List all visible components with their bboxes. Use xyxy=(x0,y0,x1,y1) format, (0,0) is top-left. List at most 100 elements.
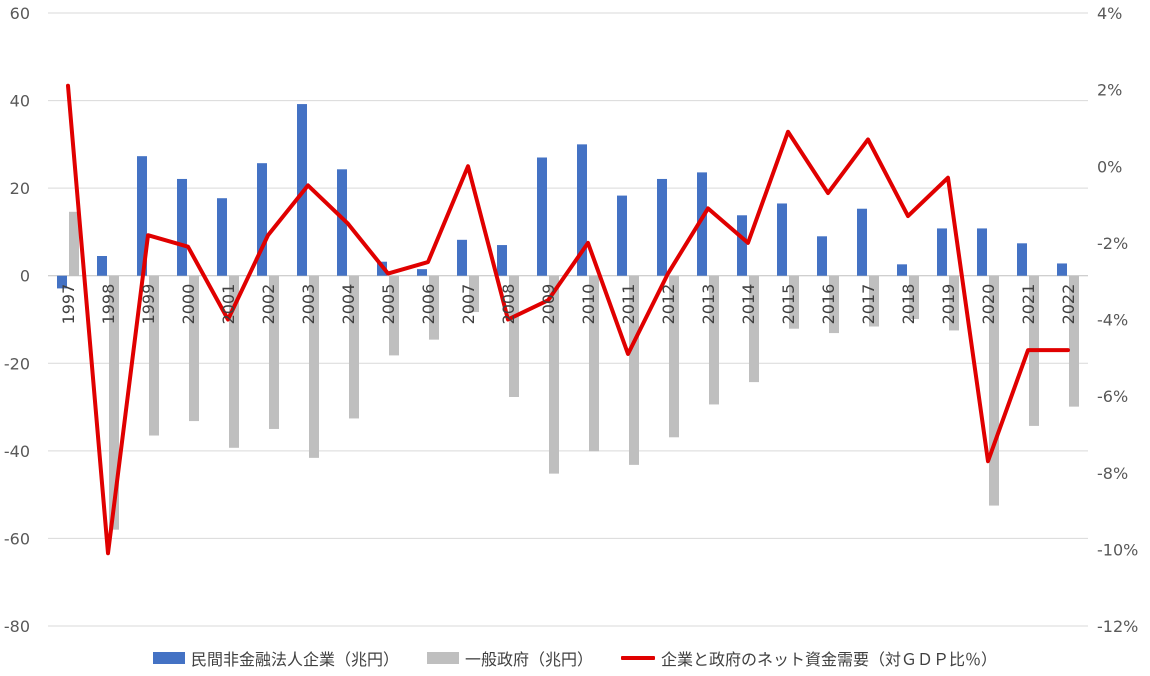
bar-government xyxy=(829,275,839,334)
y-right-tick-label: -12% xyxy=(1097,617,1138,636)
x-tick-label: 2000 xyxy=(179,284,198,325)
bar-government xyxy=(749,275,759,383)
y-left-tick-label: -20 xyxy=(4,354,30,373)
legend-swatch-corporate xyxy=(152,652,185,664)
y-right-tick-label: -2% xyxy=(1097,234,1128,253)
x-tick-label: 2015 xyxy=(779,284,798,325)
bar-government xyxy=(709,275,719,405)
bar-corporate xyxy=(97,256,107,276)
bar-corporate xyxy=(417,269,427,276)
bar-government xyxy=(1069,275,1079,407)
bar-government xyxy=(389,275,399,356)
y-right-tick-label: -6% xyxy=(1097,387,1128,406)
x-tick-label: 2013 xyxy=(699,284,718,325)
y-right-tick-label: -8% xyxy=(1097,464,1128,483)
bar-corporate xyxy=(217,198,227,276)
x-tick-label: 2017 xyxy=(859,284,878,325)
legend-label-government: 一般政府（兆円） xyxy=(464,650,593,669)
legend-swatch-government xyxy=(426,652,459,664)
x-axis-labels: 1997 1998 1999 2000 2001 2002 2003 2004 2005 2006… xyxy=(59,284,1078,325)
bar-corporate xyxy=(937,228,947,276)
bar-corporate xyxy=(137,156,147,276)
bar-corporate xyxy=(257,163,267,276)
legend-swatch-net-demand xyxy=(621,656,655,660)
chart-canvas: 60 40 20 0 -20 -40 -60 -80 4% 2% 0% -2% -4% -6% -8% -1… xyxy=(4,4,1138,636)
x-tick-label: 2004 xyxy=(339,284,358,325)
bar-corporate xyxy=(617,195,627,276)
y-left-tick-label: 60 xyxy=(10,4,30,23)
line-series xyxy=(66,83,1070,556)
y-right-tick-label: -4% xyxy=(1097,311,1128,330)
bar-government xyxy=(149,275,159,436)
bar-government xyxy=(469,275,479,313)
bar-corporate xyxy=(537,157,547,276)
bar-marks xyxy=(57,104,1079,530)
x-tick-label: 2021 xyxy=(1019,284,1038,325)
bar-government xyxy=(229,275,239,448)
x-tick-label: 2022 xyxy=(1059,284,1078,325)
x-tick-label: 2020 xyxy=(979,284,998,325)
legend: 民間非金融法人企業（兆円） 一般政府（兆円） 企業と政府のネット資金需要（対ＧＤ… xyxy=(0,644,1150,672)
x-tick-label: 2003 xyxy=(299,284,318,325)
line-net-demand xyxy=(66,83,1070,556)
bar-government xyxy=(109,275,119,530)
y-left-tick-label: -60 xyxy=(4,529,30,548)
bar-corporate xyxy=(57,275,67,289)
bar-government xyxy=(789,275,799,329)
y-left-tick-label: -80 xyxy=(4,617,30,636)
bar-government xyxy=(429,275,439,340)
y-right-tick-label: 4% xyxy=(1097,4,1122,23)
x-tick-label: 2010 xyxy=(579,284,598,325)
bar-government xyxy=(589,275,599,452)
bar-corporate xyxy=(857,208,867,276)
legend-item-government: 一般政府（兆円） xyxy=(426,646,593,670)
bar-corporate xyxy=(1057,263,1067,276)
bar-government xyxy=(989,275,999,506)
bar-corporate xyxy=(497,245,507,276)
y-left-tick-label: 20 xyxy=(10,179,30,198)
bar-corporate xyxy=(697,172,707,276)
y-left-tick-label: 0 xyxy=(20,267,30,286)
bar-corporate xyxy=(817,236,827,276)
bar-corporate xyxy=(897,264,907,276)
bar-government xyxy=(509,275,519,398)
y-axis-left: 60 40 20 0 -20 -40 -60 -80 xyxy=(4,4,30,636)
gridlines xyxy=(48,12,1088,627)
y-axis-right: 4% 2% 0% -2% -4% -6% -8% -10% -12% xyxy=(1097,4,1138,636)
legend-label-corporate: 民間非金融法人企業（兆円） xyxy=(190,650,399,669)
x-tick-label: 2006 xyxy=(419,284,438,325)
bar-government xyxy=(909,275,919,320)
x-tick-label: 2002 xyxy=(259,284,278,325)
bar-government xyxy=(269,275,279,429)
x-tick-label: 2007 xyxy=(459,284,478,325)
y-left-tick-label: 40 xyxy=(10,92,30,111)
bar-government xyxy=(869,275,879,327)
bar-government xyxy=(69,211,79,276)
bar-government xyxy=(949,275,959,331)
legend-label-net-demand: 企業と政府のネット資金需要（対ＧＤＰ比％） xyxy=(661,650,998,669)
x-tick-label: 2008 xyxy=(499,284,518,325)
x-tick-label: 2018 xyxy=(899,284,918,325)
y-left-tick-label: -40 xyxy=(4,442,30,461)
x-tick-label: 2009 xyxy=(539,284,558,325)
x-tick-label: 2012 xyxy=(659,284,678,325)
x-tick-label: 2005 xyxy=(379,284,398,325)
y-right-tick-label: 0% xyxy=(1097,157,1122,176)
bar-corporate xyxy=(177,178,187,276)
bar-corporate xyxy=(977,228,987,276)
bar-corporate xyxy=(457,239,467,276)
y-right-tick-label: -10% xyxy=(1097,540,1138,559)
x-tick-label: 2019 xyxy=(939,284,958,325)
x-tick-label: 1999 xyxy=(139,284,158,325)
x-tick-label: 1998 xyxy=(99,284,118,325)
bar-government xyxy=(669,275,679,438)
x-tick-label: 2011 xyxy=(619,284,638,325)
bar-corporate xyxy=(577,144,587,276)
bar-government xyxy=(189,275,199,422)
legend-item-net-demand: 企業と政府のネット資金需要（対ＧＤＰ比％） xyxy=(621,646,997,670)
x-tick-label: 2016 xyxy=(819,284,838,325)
bar-corporate xyxy=(1017,243,1027,276)
x-tick-label: 2001 xyxy=(219,284,238,325)
bar-government xyxy=(549,275,559,474)
x-tick-label: 1997 xyxy=(59,284,78,325)
